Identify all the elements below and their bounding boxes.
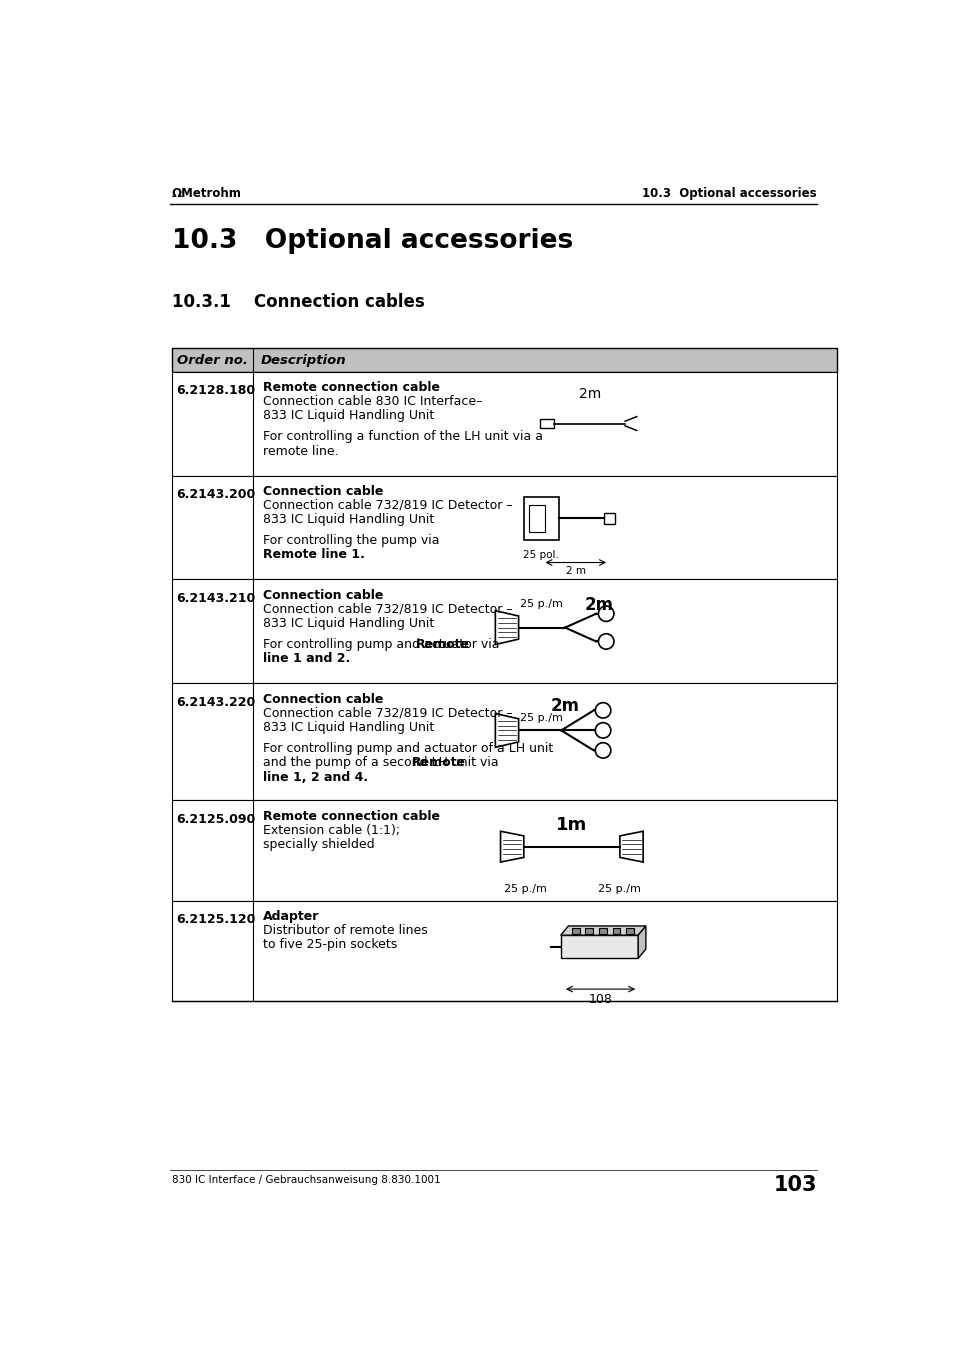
Text: Remote: Remote: [416, 638, 469, 651]
Polygon shape: [495, 713, 518, 747]
Polygon shape: [500, 831, 523, 862]
Bar: [604, 513, 615, 524]
Text: 6.2125.090: 6.2125.090: [176, 813, 255, 825]
Text: 6.2143.210: 6.2143.210: [176, 592, 255, 605]
Bar: [172, 349, 836, 372]
Text: 25 pol.: 25 pol.: [522, 550, 558, 561]
Text: Description: Description: [261, 354, 346, 366]
Text: Connection cable 830 IC Interface–: Connection cable 830 IC Interface–: [262, 394, 481, 408]
Text: 2 m: 2 m: [565, 566, 585, 577]
Bar: [571, 928, 579, 935]
Text: 6.2128.180: 6.2128.180: [176, 384, 255, 397]
Text: 103: 103: [773, 1174, 816, 1194]
Text: 25 p./m: 25 p./m: [598, 884, 640, 893]
Text: Adapter: Adapter: [262, 909, 318, 923]
Text: 830 IC Interface / Gebrauchsanweisung 8.830.1001: 830 IC Interface / Gebrauchsanweisung 8.…: [172, 1174, 440, 1185]
Bar: [612, 928, 619, 935]
Polygon shape: [495, 611, 518, 644]
Text: 108: 108: [588, 993, 612, 1006]
Bar: [523, 497, 558, 540]
Bar: [529, 505, 544, 532]
Text: Remote connection cable: Remote connection cable: [262, 809, 439, 823]
Text: Connection cable 732/819 IC Detector –: Connection cable 732/819 IC Detector –: [262, 707, 512, 720]
Text: Extension cable (1:1);: Extension cable (1:1);: [262, 824, 399, 836]
Text: 2m: 2m: [578, 386, 600, 401]
Text: 833 IC Liquid Handling Unit: 833 IC Liquid Handling Unit: [262, 409, 434, 422]
Text: remote line.: remote line.: [262, 444, 338, 458]
Bar: [172, 901, 836, 1001]
Text: 6.2143.220: 6.2143.220: [176, 696, 255, 709]
Text: Connection cable: Connection cable: [262, 485, 382, 497]
Bar: [172, 684, 836, 800]
Text: Remote: Remote: [412, 757, 465, 769]
Polygon shape: [619, 831, 642, 862]
Text: 2m: 2m: [584, 596, 613, 615]
Text: For controlling a function of the LH unit via a: For controlling a function of the LH uni…: [262, 430, 542, 443]
Text: Order no.: Order no.: [176, 354, 247, 366]
Text: line 1, 2 and 4.: line 1, 2 and 4.: [262, 770, 367, 784]
Bar: [585, 928, 593, 935]
Bar: [172, 580, 836, 684]
Text: Distributor of remote lines: Distributor of remote lines: [262, 924, 427, 936]
Text: Remote line 1.: Remote line 1.: [262, 549, 364, 562]
Text: 25 p./m: 25 p./m: [520, 713, 562, 723]
Text: For controlling pump and actuator of a LH unit: For controlling pump and actuator of a L…: [262, 742, 553, 755]
Polygon shape: [638, 925, 645, 958]
Text: 1m: 1m: [556, 816, 587, 834]
Bar: [172, 800, 836, 901]
Text: Connection cable 732/819 IC Detector –: Connection cable 732/819 IC Detector –: [262, 603, 512, 616]
Text: 25 p./m: 25 p./m: [503, 884, 546, 893]
Text: to five 25-pin sockets: to five 25-pin sockets: [262, 938, 396, 951]
Text: 6.2143.200: 6.2143.200: [176, 488, 255, 501]
Text: 833 IC Liquid Handling Unit: 833 IC Liquid Handling Unit: [262, 720, 434, 734]
Text: line 1 and 2.: line 1 and 2.: [262, 653, 350, 666]
Text: 10.3.1    Connection cables: 10.3.1 Connection cables: [172, 293, 424, 311]
Text: and the pump of a second LH unit via: and the pump of a second LH unit via: [262, 757, 501, 769]
Text: 6.2125.120: 6.2125.120: [176, 913, 255, 925]
Circle shape: [595, 703, 610, 719]
Text: Remote connection cable: Remote connection cable: [262, 381, 439, 393]
Text: 833 IC Liquid Handling Unit: 833 IC Liquid Handling Unit: [262, 513, 434, 526]
Text: ΩMetrohm: ΩMetrohm: [172, 186, 241, 200]
Text: specially shielded: specially shielded: [262, 838, 374, 851]
Text: Connection cable: Connection cable: [262, 693, 382, 705]
Text: 833 IC Liquid Handling Unit: 833 IC Liquid Handling Unit: [262, 617, 434, 630]
Bar: [598, 928, 606, 935]
Circle shape: [598, 634, 614, 648]
Text: 2m: 2m: [550, 697, 579, 715]
Text: For controlling pump and actuator via: For controlling pump and actuator via: [262, 638, 502, 651]
Text: 10.3   Optional accessories: 10.3 Optional accessories: [172, 227, 573, 254]
Bar: [560, 935, 638, 958]
Text: For controlling the pump via: For controlling the pump via: [262, 534, 438, 547]
Bar: [539, 419, 553, 428]
Text: 10.3  Optional accessories: 10.3 Optional accessories: [641, 186, 816, 200]
Bar: [625, 928, 633, 935]
Circle shape: [598, 607, 614, 621]
Bar: [172, 372, 836, 476]
Bar: [172, 476, 836, 580]
Text: Connection cable 732/819 IC Detector –: Connection cable 732/819 IC Detector –: [262, 499, 512, 512]
Text: Connection cable: Connection cable: [262, 589, 382, 601]
Circle shape: [595, 723, 610, 738]
Text: 25 p./m: 25 p./m: [520, 598, 562, 609]
Polygon shape: [560, 925, 645, 935]
Circle shape: [595, 743, 610, 758]
